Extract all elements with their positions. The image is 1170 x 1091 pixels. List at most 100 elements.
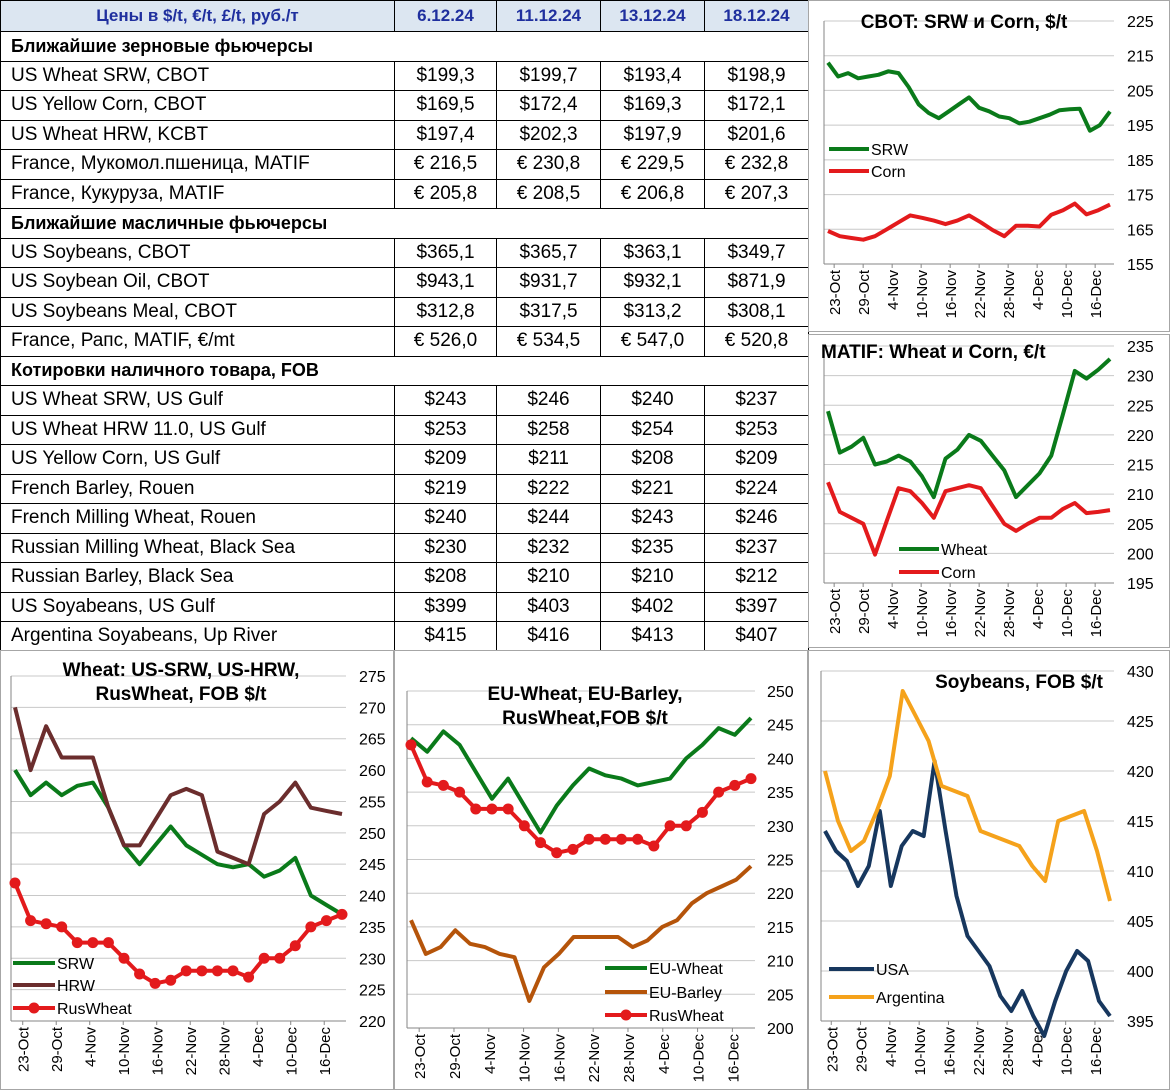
- data-point: [664, 820, 676, 832]
- table-row: Russian Milling Wheat, Black Sea $230 $232…: [0, 532, 809, 563]
- x-tick-label: 10-Nov: [116, 1027, 133, 1076]
- legend-marker: [620, 1009, 632, 1021]
- price-cell: $197,9: [600, 119, 705, 150]
- y-tick-label: 215: [1127, 49, 1154, 66]
- row-label: France, Рапс, MATIF, €/mt: [0, 326, 395, 357]
- price-cell: € 208,5: [496, 178, 601, 209]
- price-cell: $211: [496, 444, 601, 475]
- chart-title-line-2: RusWheat, FOB $/t: [95, 684, 267, 705]
- series-line-ruswheat: [13, 882, 343, 986]
- chart-eu-fob-plot: 200 205 210 215 220 225 230 235 240 245 250 23-Oct 2…: [405, 684, 794, 1083]
- y-tick-label: 230: [1127, 369, 1154, 386]
- y-tick-label: 225: [1127, 398, 1154, 415]
- x-tick-label: 23-Oct: [412, 1033, 429, 1079]
- y-tick-label: 195: [1127, 576, 1154, 593]
- price-cell: € 229,5: [600, 149, 705, 180]
- x-tick-label: 29-Oct: [447, 1033, 464, 1079]
- row-label: Russian Milling Wheat, Black Sea: [0, 532, 395, 563]
- data-point: [56, 921, 68, 933]
- data-point: [745, 773, 757, 785]
- data-point: [227, 965, 239, 977]
- price-cell: $397: [704, 591, 809, 622]
- data-point: [289, 940, 301, 952]
- x-tick-label: 4-Dec: [656, 1034, 673, 1075]
- data-point: [567, 843, 579, 855]
- x-tick-label: 28-Nov: [621, 1034, 638, 1083]
- price-cell: $317,5: [496, 296, 601, 327]
- price-cell: $219: [394, 473, 497, 504]
- price-cell: $365,7: [496, 237, 601, 268]
- header-date: 18.12.24: [704, 0, 809, 32]
- data-point: [535, 837, 547, 849]
- price-cell: $399: [394, 591, 497, 622]
- series-line-hrw: [13, 706, 343, 867]
- chart-soybeans-fob: 395 400 405 410 415 420 425 430 23-Oct 29-Oct 4-No…: [808, 650, 1170, 1090]
- legend-label: RusWheat: [57, 1001, 132, 1018]
- x-tick-label: 23-Oct: [827, 588, 844, 634]
- y-tick-label: 425: [1127, 714, 1154, 731]
- data-point: [40, 918, 52, 930]
- section-label: Ближайшие масличные фьючерсы: [0, 208, 809, 239]
- table-header: Цены в $/t, €/t, £/t, руб./т 6.12.24 11.12…: [0, 0, 809, 32]
- price-cell: $403: [496, 591, 601, 622]
- chart-title-line-1: Wheat: US-SRW, US-HRW,: [62, 660, 300, 681]
- x-tick-label: 23-Oct: [827, 269, 844, 315]
- x-tick-label: 10-Nov: [914, 589, 931, 638]
- row-label: US Wheat SRW, US Gulf: [0, 385, 395, 416]
- y-tick-label: 215: [1127, 458, 1154, 475]
- section-header: Ближайшие зерновые фьючерсы: [0, 31, 809, 62]
- y-tick-label: 400: [1127, 964, 1154, 981]
- series-line-srw: [13, 769, 344, 917]
- x-tick-label: 4-Dec: [250, 1027, 267, 1068]
- price-cell: $943,1: [394, 267, 497, 298]
- x-tick-label: 4-Nov: [482, 1034, 499, 1075]
- x-tick-label: 23-Oct: [16, 1026, 33, 1072]
- y-tick-label: 215: [767, 920, 794, 937]
- series-line-wheat: [826, 357, 1112, 500]
- price-cell: $932,1: [600, 267, 705, 298]
- data-point: [454, 786, 466, 798]
- price-cell: $198,9: [704, 60, 809, 91]
- chart-wheat-fob: 220 225 230 235 240 245 250 255 260 265 270 275 23-O…: [0, 650, 394, 1090]
- data-point: [583, 833, 595, 845]
- y-tick-label: 250: [767, 684, 794, 701]
- legend-marker: [28, 1002, 40, 1014]
- x-tick-label: 16-Nov: [941, 1027, 958, 1076]
- table-row: US Soybean Oil, CBOT $943,1 $931,7 $932,1 $8…: [0, 267, 809, 298]
- data-point: [196, 965, 208, 977]
- data-point: [599, 833, 611, 845]
- table-row: French Milling Wheat, Rouen $240 $244 $243 $…: [0, 503, 809, 534]
- y-tick-label: 205: [1127, 83, 1154, 100]
- price-cell: $349,7: [704, 237, 809, 268]
- data-point: [405, 739, 417, 751]
- x-tick-label: 10-Nov: [914, 270, 931, 319]
- data-point: [87, 937, 99, 949]
- legend-label: Wheat: [941, 542, 988, 559]
- row-label: French Milling Wheat, Rouen: [0, 503, 395, 534]
- row-label: France, Кукуруза, MATIF: [0, 178, 395, 209]
- price-cell: $199,3: [394, 60, 497, 91]
- table-row: US Yellow Corn, CBOT $169,5 $172,4 $169,3 $1…: [0, 90, 809, 121]
- x-tick-label: 16-Nov: [551, 1034, 568, 1083]
- y-tick-label: 155: [1127, 257, 1154, 274]
- price-cell: $235: [600, 532, 705, 563]
- y-tick-label: 210: [767, 954, 794, 971]
- table-row: Russian Barley, Black Sea $208 $210 $210 $21…: [0, 562, 809, 593]
- x-tick-label: 22-Nov: [972, 589, 989, 638]
- row-label: Russian Barley, Black Sea: [0, 562, 395, 593]
- row-label: French Barley, Rouen: [0, 473, 395, 504]
- data-point: [632, 833, 644, 845]
- legend-label: SRW: [871, 142, 909, 159]
- data-point: [713, 786, 725, 798]
- y-tick-label: 230: [767, 819, 794, 836]
- y-tick-label: 245: [767, 718, 794, 735]
- section-label: Котировки наличного товара, FOB: [0, 355, 809, 386]
- row-label: US Soybean Oil, CBOT: [0, 267, 395, 298]
- series-line-corn: [826, 481, 1111, 557]
- header-units: Цены в $/t, €/t, £/t, руб./т: [0, 0, 395, 32]
- x-tick-label: 4-Dec: [1029, 1027, 1046, 1068]
- price-cell: $243: [394, 385, 497, 416]
- table-row: US Yellow Corn, US Gulf $209 $211 $208 $209: [0, 444, 809, 475]
- y-tick-label: 225: [1127, 14, 1154, 31]
- price-cell: $193,4: [600, 60, 705, 91]
